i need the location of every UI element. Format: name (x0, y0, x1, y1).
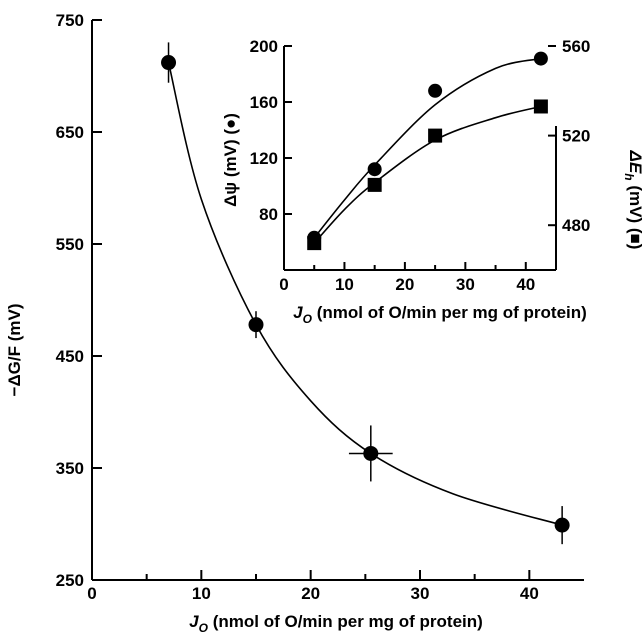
main-ticks: 250 350 450 550 650 750 0 10 20 30 40 (56, 11, 539, 603)
main-y-tick-label: 550 (56, 235, 84, 254)
main-x-tick-label: 10 (192, 584, 211, 603)
inset-circle-fit-curve (313, 57, 542, 239)
main-fit-curve (167, 62, 563, 526)
main-x-tick-label: 30 (411, 584, 430, 603)
main-y-tick-label: 350 (56, 459, 84, 478)
inset-square-point (367, 177, 382, 192)
inset-x-tick-label: 10 (335, 275, 354, 294)
inset-x-tick-label: 20 (395, 275, 414, 294)
main-x-tick-label: 20 (301, 584, 320, 603)
inset-left-y-tick-label: 200 (250, 37, 278, 56)
inset-fit-curves (313, 57, 542, 244)
main-data-point (161, 55, 177, 71)
main-y-tick-label: 750 (56, 11, 84, 30)
inset-square-point (533, 99, 548, 114)
inset-circle-point (533, 51, 548, 66)
inset-right-y-tick-label: 560 (562, 37, 590, 56)
inset-x-tick-label: 0 (279, 275, 288, 294)
inset-right-y-tick-label: 520 (562, 127, 590, 146)
inset-right-y-axis-label: ΔEh (mV) (■) (622, 150, 642, 250)
main-x-tick-label: 40 (520, 584, 539, 603)
main-data-point (363, 445, 379, 461)
inset-axes (283, 46, 557, 271)
inset-left-y-tick-label: 120 (250, 149, 278, 168)
main-axes (91, 20, 584, 581)
main-y-tick-label: 650 (56, 123, 84, 142)
main-x-tick-label: 0 (87, 584, 96, 603)
inset-ticks: 80 120 160 200 480 520 560 0 10 20 30 40 (250, 37, 591, 294)
main-x-axis-label: JO (nmol of O/min per mg of protein) (189, 612, 483, 633)
inset-square-point (307, 236, 322, 251)
main-data-point (248, 317, 264, 333)
inset-right-y-tick-label: 480 (562, 216, 590, 235)
inset-left-y-tick-label: 160 (250, 93, 278, 112)
inset-square-point (428, 128, 443, 143)
main-chart: 250 350 450 550 650 750 0 10 20 30 40 JO (nmol of … (5, 11, 584, 633)
main-data-point (554, 517, 570, 533)
inset-points (307, 51, 548, 251)
inset-chart: 80 120 160 200 480 520 560 0 10 20 30 40 JO (nmol o… (221, 37, 642, 326)
main-y-tick-label: 250 (56, 571, 84, 590)
main-fit-curve-path (167, 62, 563, 526)
inset-square-fit-curve (313, 105, 542, 244)
inset-circle-point (367, 162, 382, 177)
inset-x-tick-label: 40 (516, 275, 535, 294)
main-y-tick-label: 450 (56, 347, 84, 366)
inset-circle-point (428, 83, 443, 98)
inset-x-axis-label: JO (nmol of O/min per mg of protein) (293, 303, 587, 326)
inset-left-y-tick-label: 80 (259, 205, 278, 224)
inset-left-y-axis-label: Δψ (mV) (●) (221, 113, 240, 207)
main-points (161, 42, 570, 545)
inset-x-tick-label: 30 (456, 275, 475, 294)
main-y-axis-label: −ΔG/F (mV) (5, 304, 24, 397)
